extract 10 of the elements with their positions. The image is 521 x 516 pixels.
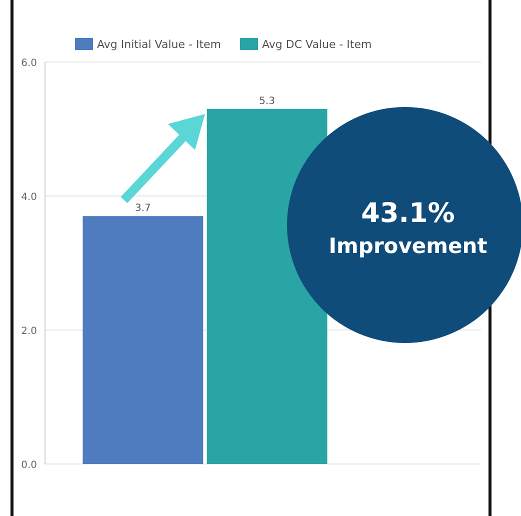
y-tick-label: 4.0 <box>21 192 37 203</box>
y-tick-label: 2.0 <box>21 326 37 337</box>
annotation: Improvement <box>328 234 488 258</box>
y-tick-label: 0.0 <box>21 460 37 471</box>
legend-label: Avg DC Value - Item <box>262 38 372 51</box>
data-label: 5.3 <box>259 96 276 107</box>
data-label: 3.7 <box>134 203 151 214</box>
y-tick-label: 6.0 <box>21 58 37 69</box>
legend-label: Avg Initial Value - Item <box>97 38 222 51</box>
annotation: 43.1% <box>361 198 455 229</box>
